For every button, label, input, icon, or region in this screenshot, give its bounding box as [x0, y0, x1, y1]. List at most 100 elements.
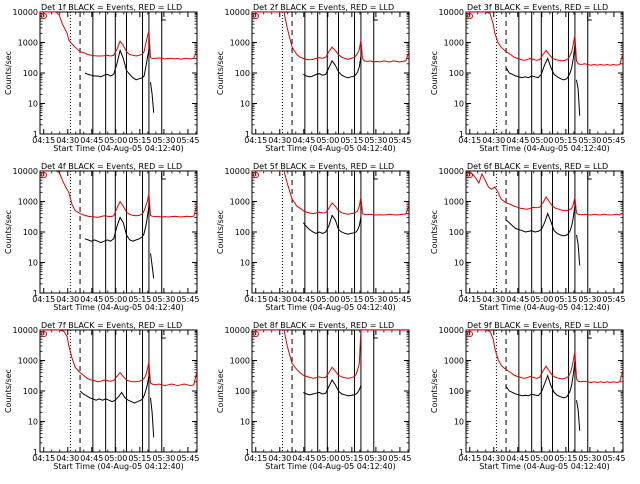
series-line-lld	[40, 330, 197, 387]
plot-frame	[39, 170, 198, 294]
x-tick-label: 05:45	[388, 136, 411, 145]
x-tick-label: 04:30	[482, 454, 505, 463]
interval-bracket	[161, 13, 166, 21]
x-tick-label: 05:15	[340, 454, 363, 463]
y-tick-label: 10000	[13, 326, 38, 335]
x-tick-label: 05:45	[602, 295, 625, 304]
y-tick-label: 1000	[444, 39, 464, 48]
y-axis-label: Counts/sec	[216, 210, 225, 254]
y-axis-label: Counts/sec	[4, 51, 13, 95]
series-line-lld	[466, 171, 623, 216]
x-tick-label: 05:00	[316, 454, 339, 463]
x-tick-label: 05:00	[530, 295, 553, 304]
x-tick-label: 04:15	[32, 136, 55, 145]
plot-frame	[465, 11, 624, 135]
x-tick-label: 05:45	[176, 454, 199, 463]
x-tick-label: 04:30	[56, 295, 79, 304]
y-tick-label: 1000	[18, 39, 38, 48]
x-tick-label: 04:45	[80, 295, 103, 304]
time-markers	[69, 12, 163, 134]
x-tick-label: 05:30	[578, 454, 601, 463]
start-marker	[467, 172, 473, 178]
series-line-events	[576, 79, 581, 116]
panel-det-9: Det 9f BLACK = Events, RED = LLD 1 10 100 10…	[430, 321, 625, 471]
series-line-events	[84, 206, 150, 244]
series-group	[40, 330, 197, 438]
interval-bracket	[373, 13, 378, 21]
x-tick-label: 04:45	[80, 454, 103, 463]
series-group	[466, 171, 623, 266]
x-tick-label: 04:45	[292, 136, 315, 145]
interval-bracket	[587, 13, 592, 21]
y-tick-label: 10	[240, 100, 250, 109]
interval-bracket	[587, 172, 592, 180]
series-line-events	[576, 234, 581, 266]
x-tick-label: 04:15	[458, 454, 481, 463]
y-tick-label: 10000	[225, 167, 250, 176]
series-line-lld	[40, 12, 197, 60]
x-tick-label: 05:00	[316, 295, 339, 304]
y-tick-label: 1	[459, 130, 464, 139]
x-tick-label: 04:15	[244, 454, 267, 463]
y-tick-label: 10000	[439, 326, 464, 335]
x-tick-label: 04:45	[292, 454, 315, 463]
series-line-events	[303, 56, 362, 79]
y-tick-label: 10000	[439, 167, 464, 176]
series-line-events	[505, 206, 576, 237]
x-tick-label: 05:30	[578, 136, 601, 145]
x-tick-label: 05:15	[554, 136, 577, 145]
x-tick-label: 04:45	[506, 454, 529, 463]
series-line-events	[150, 82, 155, 113]
x-tick-label: 05:15	[340, 295, 363, 304]
y-tick-label: 1	[245, 448, 250, 457]
time-markers	[281, 171, 375, 293]
y-tick-label: 10	[454, 100, 464, 109]
y-tick-label: 1	[33, 130, 38, 139]
series-line-events	[302, 214, 362, 235]
y-tick-label: 10	[240, 259, 250, 268]
x-tick-label: 04:15	[458, 295, 481, 304]
time-markers	[495, 12, 589, 134]
series-line-events	[150, 397, 155, 438]
panel-det-4: Det 4f BLACK = Events, RED = LLD 1 10 100 10…	[4, 162, 199, 312]
series-line-lld	[252, 171, 409, 216]
y-tick-label: 1	[245, 130, 250, 139]
y-tick-label: 100	[449, 69, 464, 78]
x-tick-label: 04:45	[506, 295, 529, 304]
y-axis-label: Counts/sec	[430, 210, 439, 254]
x-axis-label: Start Time (04-Aug-05 04:12:40)	[53, 303, 184, 312]
time-markers	[69, 171, 163, 293]
plot-frame	[465, 170, 624, 294]
series-group	[252, 330, 409, 397]
panel-det-3: Det 3f BLACK = Events, RED = LLD 1 10 100 10…	[430, 3, 625, 153]
plot-frame	[251, 170, 410, 294]
x-tick-label: 04:30	[56, 136, 79, 145]
x-tick-label: 05:45	[602, 136, 625, 145]
x-tick-label: 05:45	[388, 295, 411, 304]
time-markers	[495, 330, 589, 452]
start-marker	[41, 172, 47, 178]
plot-title: Det 3f BLACK = Events, RED = LLD	[467, 3, 608, 12]
x-axis-label: Start Time (04-Aug-05 04:12:40)	[479, 462, 610, 471]
x-tick-label: 04:30	[268, 136, 291, 145]
y-tick-label: 1	[459, 289, 464, 298]
y-tick-label: 1000	[230, 198, 250, 207]
x-tick-label: 05:00	[104, 454, 127, 463]
x-tick-label: 04:30	[268, 295, 291, 304]
interval-bracket	[373, 172, 378, 180]
start-marker	[467, 13, 473, 19]
plot-title: Det 4f BLACK = Events, RED = LLD	[41, 162, 182, 171]
x-tick-label: 05:15	[340, 136, 363, 145]
y-tick-label: 1	[33, 289, 38, 298]
panel-det-1: Det 1f BLACK = Events, RED = LLD 1 10 100 10…	[4, 3, 199, 153]
x-tick-label: 04:30	[482, 295, 505, 304]
x-tick-label: 05:15	[554, 454, 577, 463]
y-tick-label: 10000	[13, 167, 38, 176]
x-tick-label: 04:30	[482, 136, 505, 145]
plot-title: Det 9f BLACK = Events, RED = LLD	[467, 321, 608, 330]
x-tick-label: 05:00	[104, 136, 127, 145]
y-axis-label: Counts/sec	[430, 51, 439, 95]
series-group	[466, 12, 623, 116]
start-marker	[253, 331, 259, 337]
